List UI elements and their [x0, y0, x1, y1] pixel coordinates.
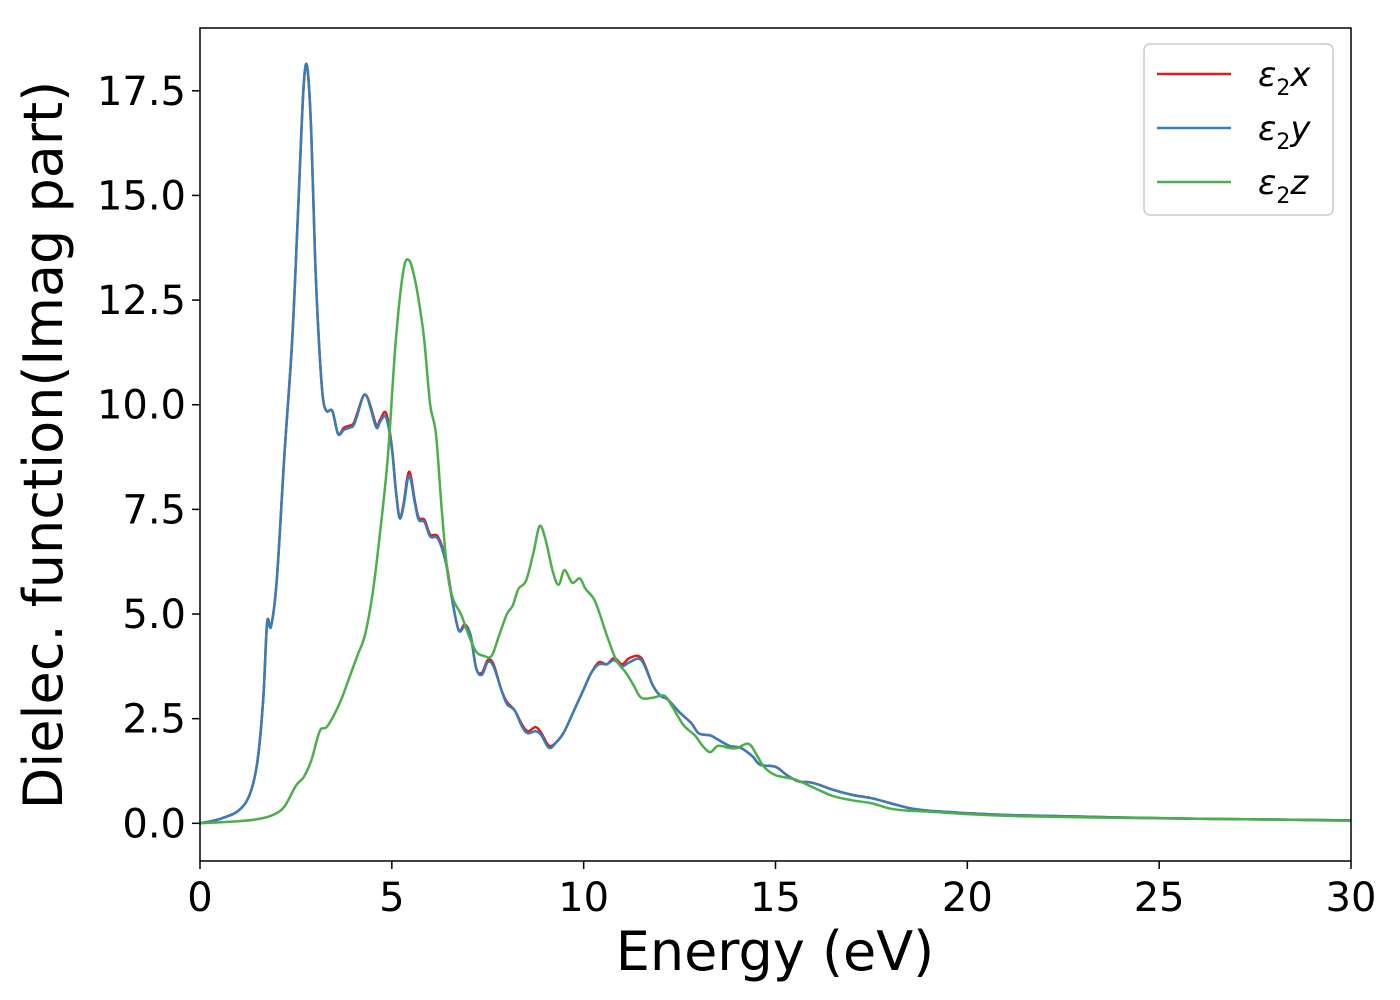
legend-label-z: ε2z [1258, 163, 1309, 209]
x-tick-label: 30 [1326, 875, 1377, 921]
y-tick-label: 17.5 [97, 69, 186, 115]
x-tick-label: 20 [942, 875, 993, 921]
x-axis-ticks: 0 5 10 15 20 25 30 [187, 861, 1376, 921]
y-axis-title: Dielec. function(Imag part) [12, 81, 75, 810]
y-tick-label: 0.0 [122, 801, 186, 847]
x-axis-title: Energy (eV) [616, 920, 935, 983]
legend-label-y: ε2y [1258, 109, 1311, 155]
x-tick-label: 10 [558, 875, 609, 921]
y-tick-label: 5.0 [122, 592, 186, 638]
y-tick-label: 7.5 [122, 487, 186, 533]
x-tick-label: 5 [379, 875, 404, 921]
y-tick-label: 15.0 [97, 173, 186, 219]
legend: ε2x ε2y ε2z [1143, 43, 1334, 216]
legend-label-x: ε2x [1258, 55, 1311, 101]
series-line-z [200, 258, 1351, 825]
series-layer [200, 62, 1351, 825]
legend-box [1143, 43, 1334, 216]
x-tick-label: 25 [1134, 875, 1185, 921]
y-tick-label: 12.5 [97, 278, 186, 324]
y-tick-label: 10.0 [97, 383, 186, 429]
y-axis-ticks: 0.0 2.5 5.0 7.5 10.0 12.5 15.0 17.5 [97, 69, 200, 847]
x-tick-label: 15 [750, 875, 801, 921]
x-tick-label: 0 [187, 875, 212, 921]
y-tick-label: 2.5 [122, 697, 186, 743]
